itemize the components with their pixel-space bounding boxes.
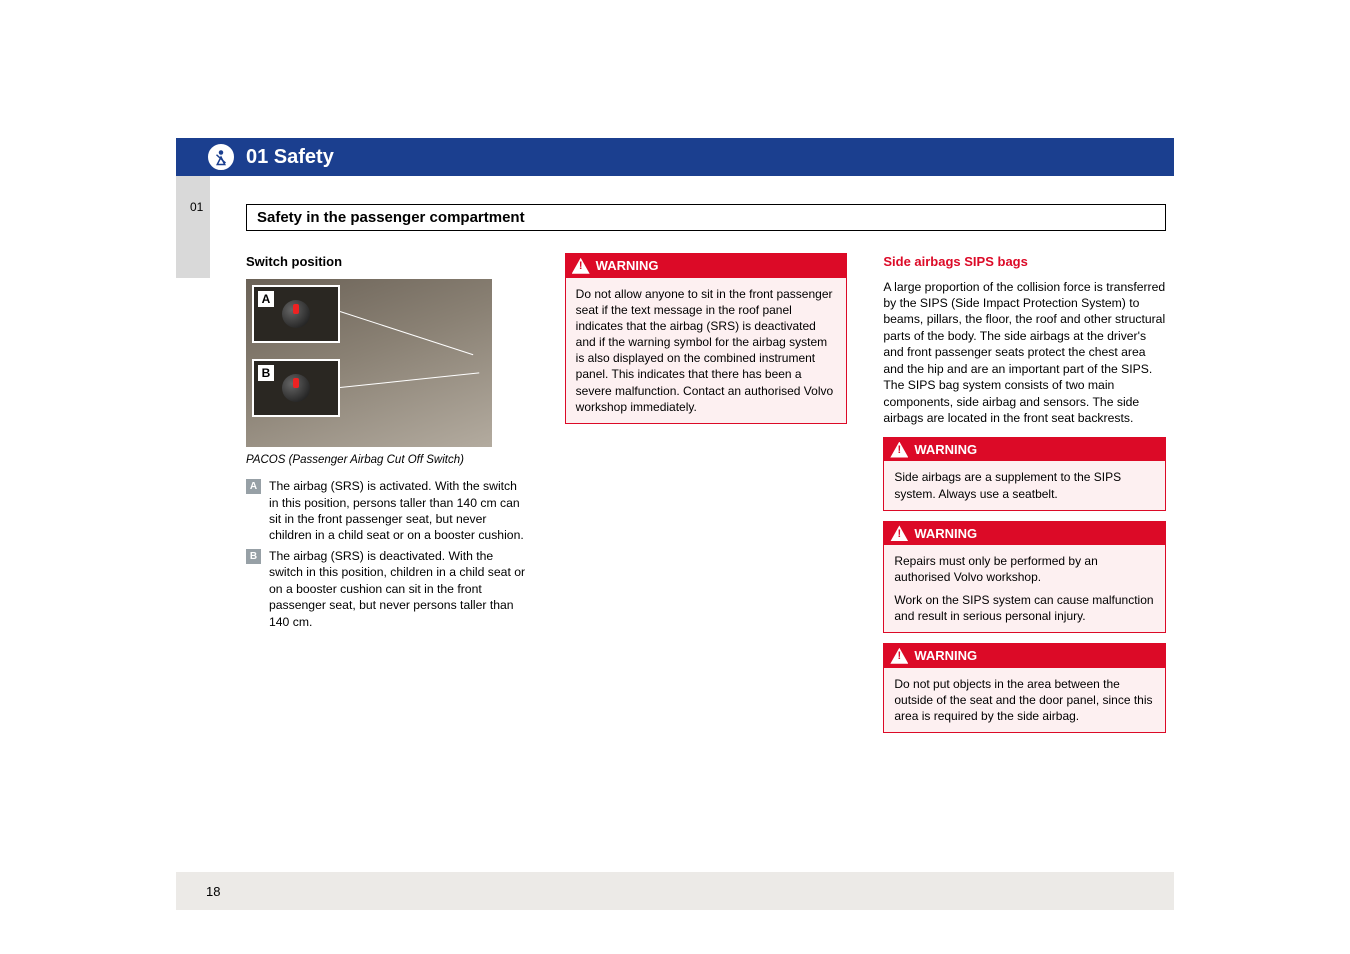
column-1: Switch position A B PACOS (Passenger Air…	[246, 253, 529, 743]
list-item-a: A The airbag (SRS) is activated. With th…	[246, 478, 529, 544]
warning-label: WARNING	[596, 257, 659, 275]
warning-header: ! WARNING	[884, 522, 1165, 546]
chapter-header-bar: 01 Safety	[176, 138, 1174, 176]
warning-header: ! WARNING	[566, 254, 847, 278]
switch-knob-on-icon	[282, 300, 310, 328]
chapter-title: 01 Safety	[246, 146, 334, 169]
list-item-a-text: The airbag (SRS) is activated. With the …	[269, 478, 529, 544]
list-marker-b: B	[246, 549, 261, 564]
warning-triangle-icon: !	[890, 525, 908, 541]
warning-box-sips-repairs: ! WARNING Repairs must only be performed…	[883, 521, 1166, 633]
page-content: 01 Safety Safety in the passenger compar…	[176, 138, 1174, 916]
warning-box-sips-objects: ! WARNING Do not put objects in the area…	[883, 643, 1166, 733]
inset-b: B	[252, 359, 340, 417]
warning-triangle-icon: !	[890, 648, 908, 664]
inset-a-label: A	[258, 291, 274, 307]
switch-position-heading: Switch position	[246, 253, 529, 271]
seatbelt-person-icon	[206, 142, 236, 172]
warning-label: WARNING	[914, 441, 977, 459]
page-number: 18	[206, 884, 220, 899]
pacos-switch-illustration: A B	[246, 279, 492, 447]
list-item-b-text: The airbag (SRS) is deactivated. With th…	[269, 548, 529, 630]
warning-box-srs: ! WARNING Do not allow anyone to sit in …	[565, 253, 848, 424]
side-airbags-heading: Side airbags SIPS bags	[883, 253, 1166, 271]
warning-triangle-icon: !	[890, 442, 908, 458]
figure-caption: PACOS (Passenger Airbag Cut Off Switch)	[246, 453, 529, 469]
warning-body-text: Do not allow anyone to sit in the front …	[566, 278, 847, 424]
inset-a: A	[252, 285, 340, 343]
warning-box-sips-supplement: ! WARNING Side airbags are a supplement …	[883, 437, 1166, 511]
column-3: Side airbags SIPS bags A large proportio…	[883, 253, 1166, 743]
warning-header: ! WARNING	[884, 644, 1165, 668]
warning-header: ! WARNING	[884, 438, 1165, 462]
section-title-bar: Safety in the passenger compartment	[246, 204, 1166, 231]
warning-p2: Work on the SIPS system can cause malfun…	[894, 592, 1155, 624]
callout-line-b	[340, 372, 479, 388]
sips-description: A large proportion of the collision forc…	[883, 279, 1166, 427]
warning-p1: Repairs must only be performed by an aut…	[894, 553, 1155, 585]
list-marker-a: A	[246, 479, 261, 494]
warning-body-text: Repairs must only be performed by an aut…	[884, 545, 1165, 632]
column-2: ! WARNING Do not allow anyone to sit in …	[565, 253, 848, 743]
warning-triangle-icon: !	[572, 258, 590, 274]
section-title: Safety in the passenger compartment	[257, 209, 525, 226]
switch-knob-off-icon	[282, 374, 310, 402]
inset-b-label: B	[258, 365, 274, 381]
warning-body-text: Side airbags are a supplement to the SIP…	[884, 461, 1165, 509]
callout-line-a	[340, 311, 473, 355]
list-item-b: B The airbag (SRS) is deactivated. With …	[246, 548, 529, 630]
warning-body-text: Do not put objects in the area between t…	[884, 668, 1165, 733]
warning-label: WARNING	[914, 525, 977, 543]
content-columns: Switch position A B PACOS (Passenger Air…	[246, 253, 1166, 743]
warning-label: WARNING	[914, 647, 977, 665]
